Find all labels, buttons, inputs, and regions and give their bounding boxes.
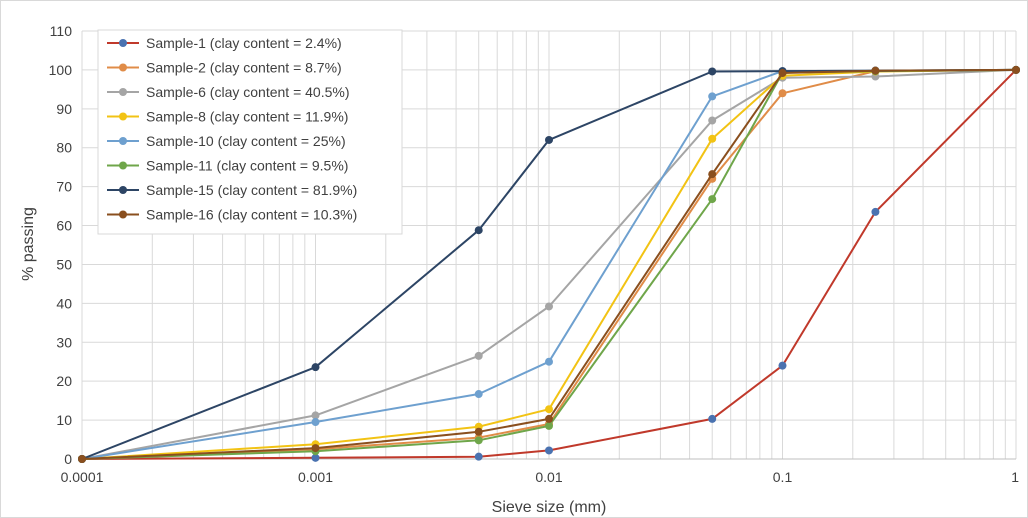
legend-item: Sample-8 (clay content = 11.9%) — [107, 109, 348, 125]
legend: Sample-1 (clay content = 2.4%) Sample-2 (… — [97, 29, 403, 235]
series-layer — [78, 65, 1020, 463]
legend-marker — [119, 161, 127, 170]
legend-box — [97, 29, 403, 235]
y-tick-label: 80 — [56, 140, 72, 156]
y-tick-label: 100 — [49, 62, 73, 78]
data-point — [545, 421, 553, 430]
legend-marker — [119, 39, 127, 47]
legend-marker — [119, 137, 127, 145]
data-point — [1012, 65, 1020, 74]
y-tick-label: 70 — [56, 179, 72, 195]
data-point — [778, 69, 787, 78]
data-point — [708, 67, 717, 76]
data-point — [474, 351, 483, 360]
data-point — [311, 418, 320, 427]
data-point — [871, 66, 880, 75]
x-tick-label: 0.01 — [535, 469, 562, 485]
data-point — [708, 195, 717, 204]
legend-label: Sample-8 (clay content = 11.9%) — [146, 109, 348, 125]
data-point — [78, 455, 86, 463]
data-point — [708, 170, 717, 179]
legend-item: Sample-6 (clay content = 40.5%) — [107, 84, 350, 100]
data-point — [708, 116, 717, 125]
data-point — [311, 411, 320, 420]
legend-item: Sample-2 (clay content = 8.7%) — [107, 60, 342, 76]
legend-item: Sample-10 (clay content = 25%) — [107, 133, 346, 149]
series-line — [81, 68, 1017, 460]
legend-label: Sample-10 (clay content = 25%) — [146, 133, 346, 149]
y-tick-label: 0 — [64, 451, 72, 467]
data-point — [545, 357, 553, 366]
series-line — [81, 69, 1017, 460]
data-point — [545, 302, 553, 311]
data-point — [474, 226, 483, 235]
data-point — [708, 134, 717, 143]
y-tick-label: 10 — [56, 412, 72, 428]
data-point — [778, 361, 787, 370]
x-axis-title: Sieve size (mm) — [492, 499, 607, 516]
data-point — [474, 427, 483, 436]
data-point — [311, 363, 320, 372]
legend-marker — [119, 112, 127, 121]
x-tick-label: 0.1 — [773, 469, 793, 485]
legend-label: Sample-11 (clay content = 9.5%) — [146, 158, 348, 174]
x-tick-label: 0.001 — [298, 469, 333, 485]
legend-label: Sample-16 (clay content = 10.3%) — [146, 207, 357, 223]
y-tick-label: 110 — [50, 23, 73, 39]
series-line — [81, 68, 1017, 460]
legend-marker — [119, 186, 127, 194]
y-tick-label: 50 — [56, 256, 72, 272]
y-tick-label: 90 — [56, 101, 72, 117]
data-point — [474, 436, 483, 445]
y-axis-title: % passing — [20, 207, 37, 281]
legend-item: Sample-15 (clay content = 81.9%) — [107, 182, 357, 198]
data-point — [871, 207, 880, 216]
legend-label: Sample-6 (clay content = 40.5%) — [146, 84, 350, 100]
y-tick-label: 60 — [56, 218, 72, 234]
y-tick-label: 20 — [56, 373, 72, 389]
legend-label: Sample-1 (clay content = 2.4%) — [146, 35, 342, 51]
data-point — [545, 405, 553, 414]
series-line — [81, 68, 1017, 460]
legend-item: Sample-1 (clay content = 2.4%) — [107, 35, 342, 51]
data-point — [708, 92, 717, 101]
legend-label: Sample-2 (clay content = 8.7%) — [146, 60, 342, 76]
data-point — [778, 89, 787, 98]
legend-item: Sample-16 (clay content = 10.3%) — [107, 207, 357, 223]
legend-marker — [119, 210, 127, 219]
x-tick-label: 0.0001 — [61, 469, 104, 485]
data-point — [545, 446, 553, 455]
data-point — [311, 444, 320, 453]
data-point — [474, 452, 483, 461]
legend-marker — [119, 88, 127, 96]
data-point — [545, 414, 553, 423]
y-tick-label: 40 — [56, 295, 72, 311]
series-8 — [78, 65, 1020, 463]
legend-item: Sample-11 (clay content = 9.5%) — [107, 158, 348, 174]
data-point — [708, 414, 717, 423]
y-tick-label: 30 — [56, 334, 72, 350]
data-point — [311, 453, 320, 462]
data-point — [545, 135, 553, 144]
x-tick-label: 1 — [1011, 469, 1019, 485]
legend-label: Sample-15 (clay content = 81.9%) — [146, 182, 357, 198]
legend-marker — [119, 63, 127, 72]
data-point — [474, 390, 483, 399]
